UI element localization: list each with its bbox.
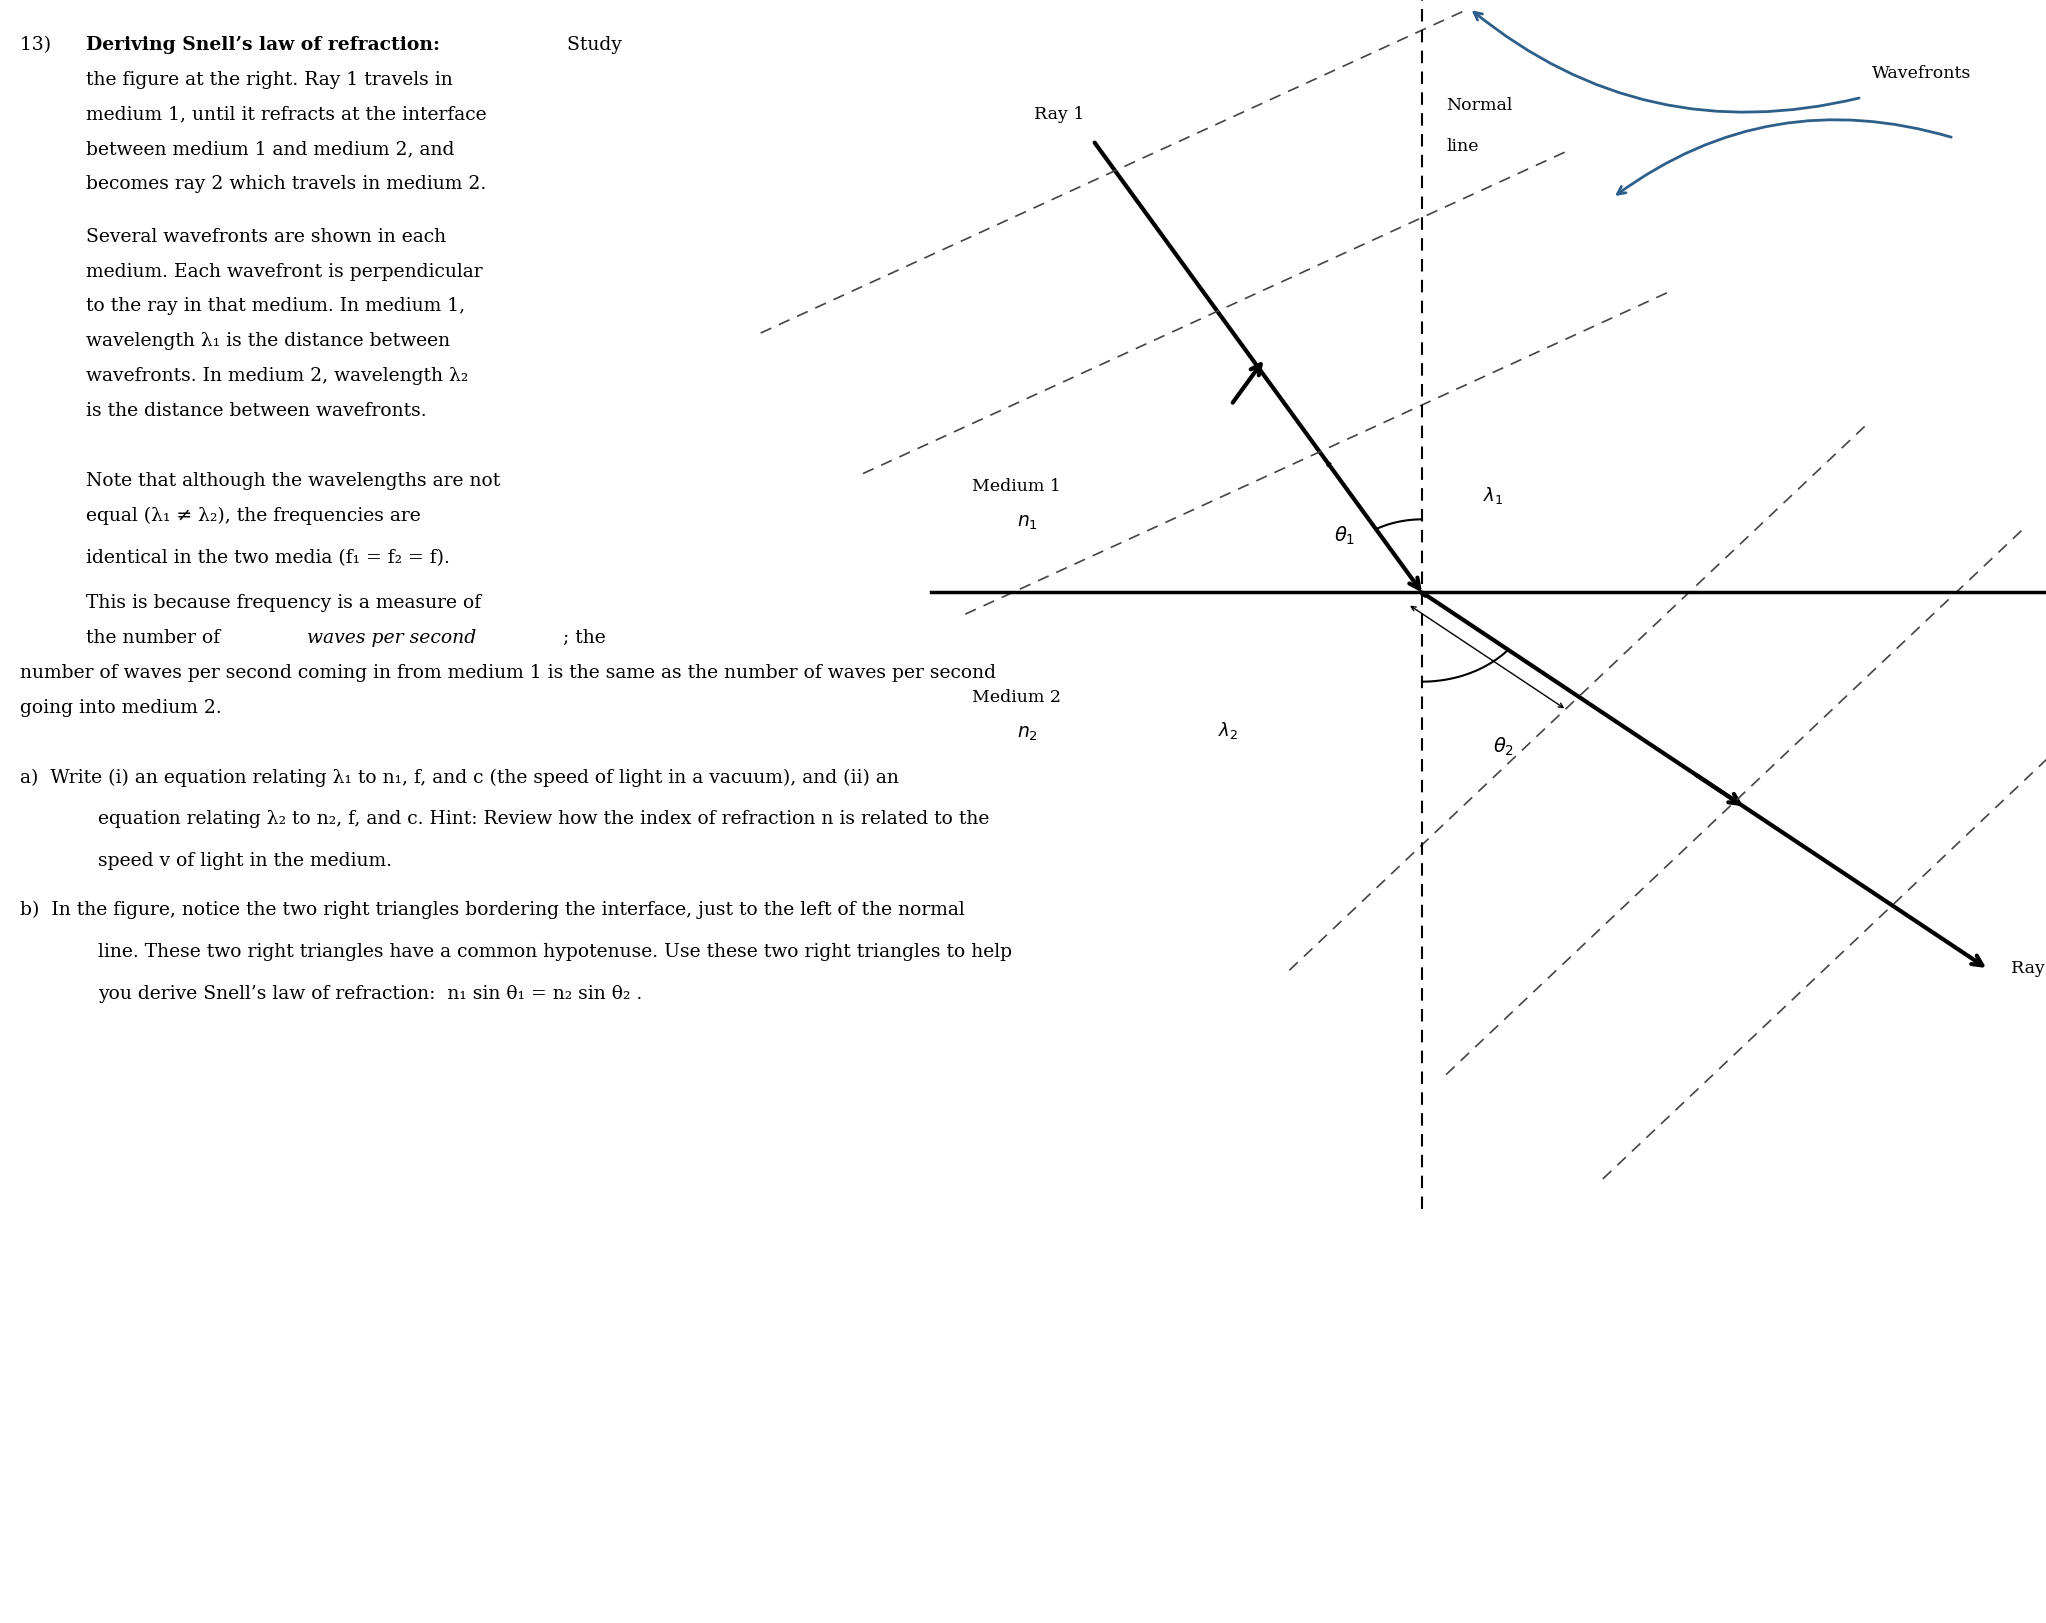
Text: $\theta_2$: $\theta_2$ — [1494, 735, 1514, 758]
Text: wavefronts. In medium 2, wavelength λ₂: wavefronts. In medium 2, wavelength λ₂ — [86, 367, 469, 385]
Text: line. These two right triangles have a common hypotenuse. Use these two right tr: line. These two right triangles have a c… — [98, 943, 1013, 961]
Text: equal (λ₁ ≠ λ₂), the frequencies are: equal (λ₁ ≠ λ₂), the frequencies are — [86, 506, 421, 524]
Text: Medium 2: Medium 2 — [972, 690, 1060, 706]
Text: Study: Study — [561, 36, 622, 54]
Text: Wavefronts: Wavefronts — [1872, 65, 1972, 81]
Text: to the ray in that medium. In medium 1,: to the ray in that medium. In medium 1, — [86, 297, 464, 315]
Text: between medium 1 and medium 2, and: between medium 1 and medium 2, and — [86, 140, 454, 159]
Text: ; the: ; the — [563, 628, 606, 648]
Text: $n_1$: $n_1$ — [1017, 513, 1037, 532]
Text: a)  Write (i) an equation relating λ₁ to n₁, f, and c (the speed of light in a v: a) Write (i) an equation relating λ₁ to … — [20, 768, 900, 787]
Text: Ray 2: Ray 2 — [2011, 959, 2046, 977]
Text: 13): 13) — [20, 36, 57, 54]
Text: number of waves per second coming in from medium 1 is the same as the number of : number of waves per second coming in fro… — [20, 664, 996, 682]
Text: speed v of light in the medium.: speed v of light in the medium. — [98, 852, 393, 870]
Text: line: line — [1447, 138, 1479, 154]
Text: wavelength λ₁ is the distance between: wavelength λ₁ is the distance between — [86, 333, 450, 351]
Text: Deriving Snell’s law of refraction:: Deriving Snell’s law of refraction: — [86, 36, 440, 54]
Text: the number of: the number of — [86, 628, 225, 648]
Text: identical in the two media (f₁ = f₂ = f).: identical in the two media (f₁ = f₂ = f)… — [86, 549, 450, 566]
Text: medium. Each wavefront is perpendicular: medium. Each wavefront is perpendicular — [86, 263, 483, 281]
Text: becomes ray 2 which travels in medium 2.: becomes ray 2 which travels in medium 2. — [86, 175, 487, 193]
Text: Note that although the wavelengths are not: Note that although the wavelengths are n… — [86, 472, 499, 490]
Text: waves per second: waves per second — [307, 628, 477, 648]
Text: is the distance between wavefronts.: is the distance between wavefronts. — [86, 403, 426, 420]
Text: medium 1, until it refracts at the interface: medium 1, until it refracts at the inter… — [86, 105, 487, 123]
Text: $\theta_1$: $\theta_1$ — [1334, 524, 1354, 547]
Text: $n_2$: $n_2$ — [1017, 724, 1037, 743]
Text: b)  In the figure, notice the two right triangles bordering the interface, just : b) In the figure, notice the two right t… — [20, 901, 966, 919]
Text: equation relating λ₂ to n₂, f, and c. Hint: Review how the index of refraction n: equation relating λ₂ to n₂, f, and c. Hi… — [98, 810, 990, 828]
Text: Medium 1: Medium 1 — [972, 479, 1060, 495]
Text: you derive Snell’s law of refraction:  n₁ sin θ₁ = n₂ sin θ₂ .: you derive Snell’s law of refraction: n₁… — [98, 985, 642, 1003]
Text: Several wavefronts are shown in each: Several wavefronts are shown in each — [86, 227, 446, 245]
Text: Ray 1: Ray 1 — [1033, 105, 1084, 123]
Text: $\lambda_2$: $\lambda_2$ — [1217, 721, 1238, 740]
Text: $\lambda_1$: $\lambda_1$ — [1483, 485, 1504, 505]
Text: This is because frequency is a measure of: This is because frequency is a measure o… — [86, 594, 481, 612]
Text: going into medium 2.: going into medium 2. — [20, 698, 223, 717]
Text: the figure at the right. Ray 1 travels in: the figure at the right. Ray 1 travels i… — [86, 70, 452, 89]
Text: Normal: Normal — [1447, 97, 1512, 114]
